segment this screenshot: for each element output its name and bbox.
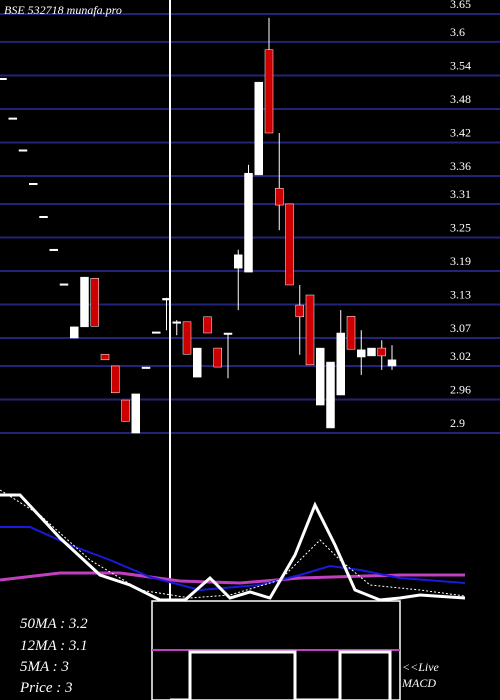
grid: 3.65 3.6 3.54 3.48 3.42 3.36 3.31 3.25 3.19 3.13 3… <box>0 0 500 434</box>
y-tick-label: 3.42 <box>450 125 471 139</box>
candle-body <box>357 349 366 358</box>
candle-body <box>182 321 192 355</box>
panel-title: MACD <box>401 676 436 690</box>
candle-body <box>111 365 120 394</box>
candle-body <box>336 332 345 396</box>
candles <box>0 17 397 434</box>
candle-body <box>18 149 28 152</box>
candle-body <box>0 77 7 80</box>
candle-body <box>254 81 263 176</box>
y-tick-label: 3.48 <box>450 92 471 106</box>
candle-body <box>152 331 161 334</box>
candle-body <box>131 393 140 434</box>
y-tick-label: 3.6 <box>450 25 465 39</box>
legend-item: 5MA : 3 <box>20 659 69 675</box>
y-tick-label: 3.31 <box>450 187 471 201</box>
candle-body <box>90 277 99 327</box>
candle-body <box>275 188 284 206</box>
y-tick-label: 3.19 <box>450 254 471 268</box>
candle-body <box>264 49 274 134</box>
candle-body <box>172 321 181 324</box>
trend-line <box>0 489 466 599</box>
y-tick-label: 3.54 <box>450 58 471 72</box>
candle-body <box>295 304 304 318</box>
y-tick-label: 3.02 <box>450 349 471 363</box>
candle-body <box>193 347 202 378</box>
candle-body <box>8 117 17 120</box>
candle-body <box>346 315 356 350</box>
candle-body <box>326 361 335 429</box>
legend-item: Price : 3 <box>19 680 72 696</box>
candle-body <box>70 326 79 339</box>
candle-body <box>100 353 110 361</box>
live-label: <<Live <box>402 660 440 674</box>
candle-body <box>223 332 233 335</box>
y-tick-label: 3.65 <box>450 0 471 11</box>
candle-body <box>316 347 325 406</box>
candle-body <box>377 347 386 357</box>
candle-body <box>80 276 89 328</box>
y-tick-label: 3.13 <box>450 288 471 302</box>
histogram <box>170 650 392 700</box>
candle-body <box>244 172 253 273</box>
macd-line <box>0 493 466 602</box>
y-tick-label: 2.96 <box>450 382 471 396</box>
y-tick-label: 3.07 <box>450 321 471 335</box>
candle-body <box>59 283 69 286</box>
candle-body <box>367 347 376 357</box>
legend-item: 12MA : 3.1 <box>20 638 88 654</box>
candle-body <box>29 183 38 186</box>
candle-body <box>39 215 48 218</box>
candle-body <box>234 254 243 269</box>
y-tick-label: 2.9 <box>450 416 465 430</box>
candle-body <box>121 399 130 422</box>
candle-body <box>387 359 397 367</box>
candle-body <box>141 366 151 369</box>
y-tick-label: 3.36 <box>450 159 471 173</box>
chart-title: BSE 532718 munafa.pro <box>4 3 122 17</box>
candle-body <box>49 248 58 251</box>
candle-body <box>203 316 212 334</box>
candle-body <box>285 203 294 286</box>
candle-body <box>213 347 222 368</box>
legend-item: 50MA : 3.2 <box>20 616 88 632</box>
candle-body <box>305 294 315 366</box>
y-tick-label: 3.25 <box>450 220 471 234</box>
